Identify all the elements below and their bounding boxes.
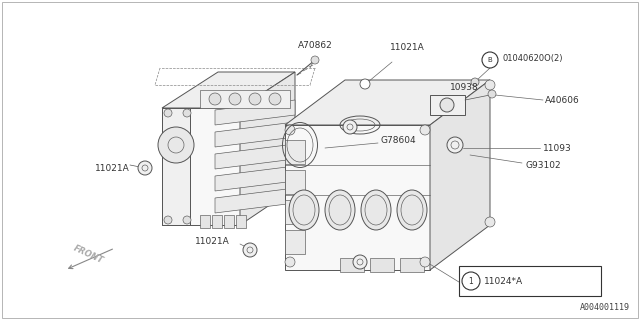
Polygon shape [285, 125, 430, 270]
Circle shape [485, 217, 495, 227]
Polygon shape [285, 140, 305, 164]
Text: 11021A: 11021A [195, 237, 230, 246]
Circle shape [360, 79, 370, 89]
Circle shape [158, 127, 194, 163]
Circle shape [440, 98, 454, 112]
Circle shape [249, 93, 261, 105]
Polygon shape [162, 108, 190, 225]
Circle shape [471, 78, 479, 86]
Text: G78604: G78604 [380, 135, 415, 145]
Polygon shape [236, 215, 246, 228]
Text: 11093: 11093 [543, 143, 572, 153]
Text: 11024*A: 11024*A [484, 276, 523, 285]
Text: FRONT: FRONT [72, 244, 104, 266]
Text: 10938: 10938 [450, 83, 479, 92]
Circle shape [269, 93, 281, 105]
Circle shape [243, 243, 257, 257]
Circle shape [138, 161, 152, 175]
Text: A40606: A40606 [545, 95, 580, 105]
Polygon shape [285, 80, 490, 125]
Circle shape [183, 109, 191, 117]
Polygon shape [162, 108, 240, 225]
Polygon shape [430, 80, 490, 270]
Circle shape [482, 52, 498, 68]
Polygon shape [200, 90, 290, 108]
Ellipse shape [289, 190, 319, 230]
Text: 01040620O(2): 01040620O(2) [502, 53, 563, 62]
Circle shape [183, 216, 191, 224]
Ellipse shape [325, 190, 355, 230]
Text: 11021A: 11021A [390, 43, 425, 52]
Polygon shape [285, 200, 305, 224]
Circle shape [447, 137, 463, 153]
Polygon shape [224, 215, 234, 228]
Polygon shape [215, 188, 295, 213]
FancyBboxPatch shape [459, 266, 601, 296]
Circle shape [343, 120, 357, 134]
Circle shape [285, 125, 295, 135]
Polygon shape [430, 95, 465, 115]
Polygon shape [285, 170, 305, 194]
Polygon shape [215, 100, 295, 125]
Polygon shape [215, 122, 295, 147]
Polygon shape [215, 144, 295, 169]
Polygon shape [285, 230, 305, 254]
Ellipse shape [397, 190, 427, 230]
Polygon shape [215, 166, 295, 191]
Circle shape [488, 90, 496, 98]
Text: A70862: A70862 [298, 41, 332, 50]
Circle shape [485, 80, 495, 90]
Text: 11021A: 11021A [95, 164, 130, 172]
Circle shape [164, 216, 172, 224]
Circle shape [164, 109, 172, 117]
Circle shape [420, 257, 430, 267]
Circle shape [209, 93, 221, 105]
Circle shape [311, 56, 319, 64]
Polygon shape [200, 215, 210, 228]
Polygon shape [162, 72, 295, 108]
Polygon shape [400, 258, 424, 272]
Circle shape [420, 125, 430, 135]
Text: 1: 1 [468, 276, 474, 285]
Ellipse shape [361, 190, 391, 230]
Circle shape [353, 255, 367, 269]
Circle shape [285, 257, 295, 267]
Polygon shape [340, 258, 364, 272]
Text: A004001119: A004001119 [580, 303, 630, 312]
Text: B: B [488, 57, 492, 63]
Circle shape [229, 93, 241, 105]
Text: G93102: G93102 [525, 161, 561, 170]
Polygon shape [212, 215, 222, 228]
Polygon shape [370, 258, 394, 272]
Circle shape [462, 272, 480, 290]
Polygon shape [240, 72, 295, 225]
